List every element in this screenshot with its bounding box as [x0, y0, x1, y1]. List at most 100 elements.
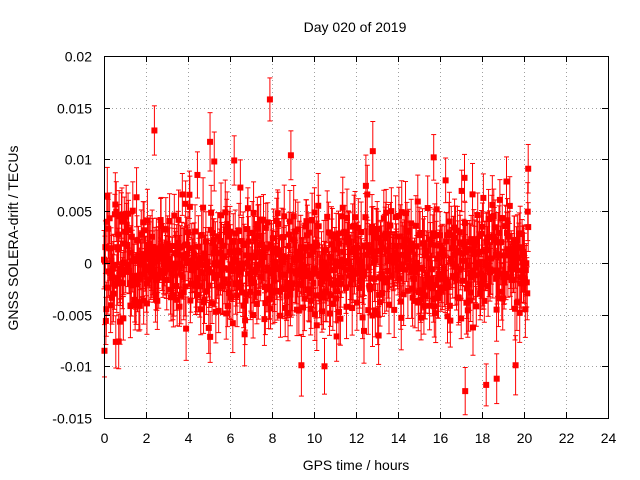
point-marker	[520, 248, 527, 255]
point-marker	[461, 241, 468, 248]
data-point	[493, 353, 500, 405]
point-marker	[140, 297, 147, 304]
point-marker	[294, 271, 301, 278]
point-marker	[117, 318, 124, 325]
point-marker	[333, 333, 340, 340]
point-marker	[358, 229, 365, 236]
point-marker	[312, 292, 319, 299]
point-marker	[430, 154, 437, 161]
point-marker	[342, 230, 349, 237]
point-marker	[226, 233, 233, 240]
point-marker	[424, 271, 431, 278]
point-marker	[471, 241, 478, 248]
point-marker	[369, 148, 376, 155]
point-marker	[296, 248, 303, 255]
y-tick-label: -0.005	[52, 308, 92, 324]
point-marker	[398, 314, 405, 321]
point-marker	[513, 249, 520, 256]
point-marker	[249, 229, 256, 236]
point-marker	[218, 212, 225, 219]
point-marker	[419, 287, 426, 294]
data-point	[499, 193, 506, 243]
point-marker	[349, 305, 356, 312]
point-marker	[134, 237, 141, 244]
point-marker	[362, 182, 369, 189]
point-marker	[327, 253, 334, 260]
point-marker	[221, 276, 228, 283]
point-marker	[283, 254, 290, 261]
x-axis-label: GPS time / hours	[303, 457, 410, 473]
point-marker	[133, 194, 140, 201]
point-marker	[318, 308, 325, 315]
point-marker	[194, 171, 201, 178]
point-marker	[369, 226, 376, 233]
point-marker	[242, 297, 249, 304]
point-marker	[294, 226, 301, 233]
point-marker	[426, 302, 433, 309]
point-marker	[357, 263, 364, 270]
point-marker	[395, 212, 402, 219]
point-marker	[442, 285, 449, 292]
point-marker	[236, 283, 243, 290]
point-marker	[182, 283, 189, 290]
point-marker	[260, 248, 267, 255]
point-marker	[478, 230, 485, 237]
point-marker	[212, 244, 219, 251]
point-marker	[197, 306, 204, 313]
point-marker	[254, 225, 261, 232]
point-marker	[191, 264, 198, 271]
data-point	[124, 242, 131, 288]
data-point	[313, 299, 320, 352]
point-marker	[503, 178, 510, 185]
point-marker	[299, 253, 306, 260]
point-marker	[506, 202, 513, 209]
point-marker	[437, 242, 444, 249]
point-marker	[226, 289, 233, 296]
data-point	[231, 135, 238, 186]
point-marker	[179, 191, 186, 198]
point-marker	[147, 240, 154, 247]
x-tick-label: 22	[559, 430, 575, 446]
x-tick-label: 12	[349, 430, 365, 446]
point-marker	[407, 247, 414, 254]
point-marker	[287, 152, 294, 159]
point-marker	[396, 275, 403, 282]
point-marker	[103, 306, 110, 313]
point-marker	[104, 192, 111, 199]
data-point	[211, 131, 218, 192]
point-marker	[332, 295, 339, 302]
point-marker	[371, 254, 378, 261]
point-marker	[117, 265, 124, 272]
point-marker	[492, 224, 499, 231]
point-marker	[392, 214, 399, 221]
point-marker	[244, 205, 251, 212]
point-marker	[420, 302, 427, 309]
data-point	[525, 143, 532, 194]
data-point	[442, 157, 449, 204]
point-marker	[374, 225, 381, 232]
point-marker	[315, 223, 322, 230]
point-marker	[173, 251, 180, 258]
point-marker	[467, 289, 474, 296]
data-point	[321, 337, 328, 395]
point-marker	[521, 276, 528, 283]
point-marker	[443, 276, 450, 283]
point-marker	[331, 281, 338, 288]
point-marker	[493, 375, 500, 382]
point-marker	[495, 295, 502, 302]
point-marker	[305, 229, 312, 236]
point-marker	[325, 270, 332, 277]
point-marker	[457, 266, 464, 273]
point-marker	[347, 281, 354, 288]
point-marker	[418, 314, 425, 321]
point-marker	[453, 271, 460, 278]
point-marker	[202, 238, 209, 245]
point-marker	[447, 317, 454, 324]
point-marker	[367, 275, 374, 282]
point-marker	[355, 224, 362, 231]
y-tick-label: 0	[84, 256, 92, 272]
point-marker	[486, 234, 493, 241]
point-marker	[166, 218, 173, 225]
point-marker	[321, 363, 328, 370]
point-marker	[264, 219, 271, 226]
